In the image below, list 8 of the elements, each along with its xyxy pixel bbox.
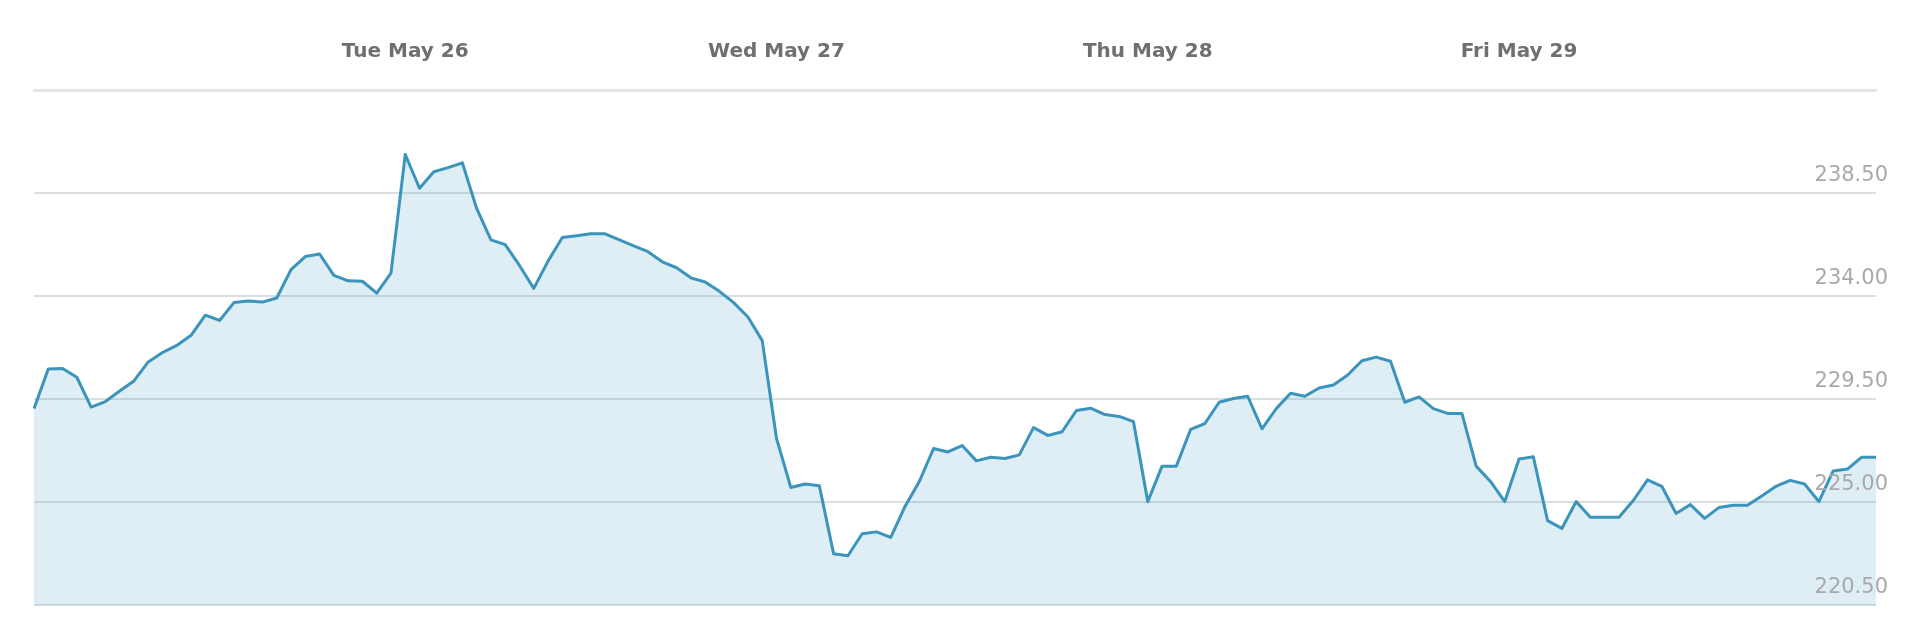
y-tick-label: 238.50 [1814,161,1888,186]
x-tick-label: Fri May 29 [1460,38,1578,63]
x-tick-label: Wed May 27 [708,38,845,63]
x-tick-label: Tue May 26 [341,38,469,63]
y-tick-label: 220.50 [1814,573,1888,598]
y-tick-label: 229.50 [1814,367,1888,392]
x-tick-label: Thu May 28 [1082,38,1213,63]
y-tick-label: 234.00 [1814,264,1888,289]
